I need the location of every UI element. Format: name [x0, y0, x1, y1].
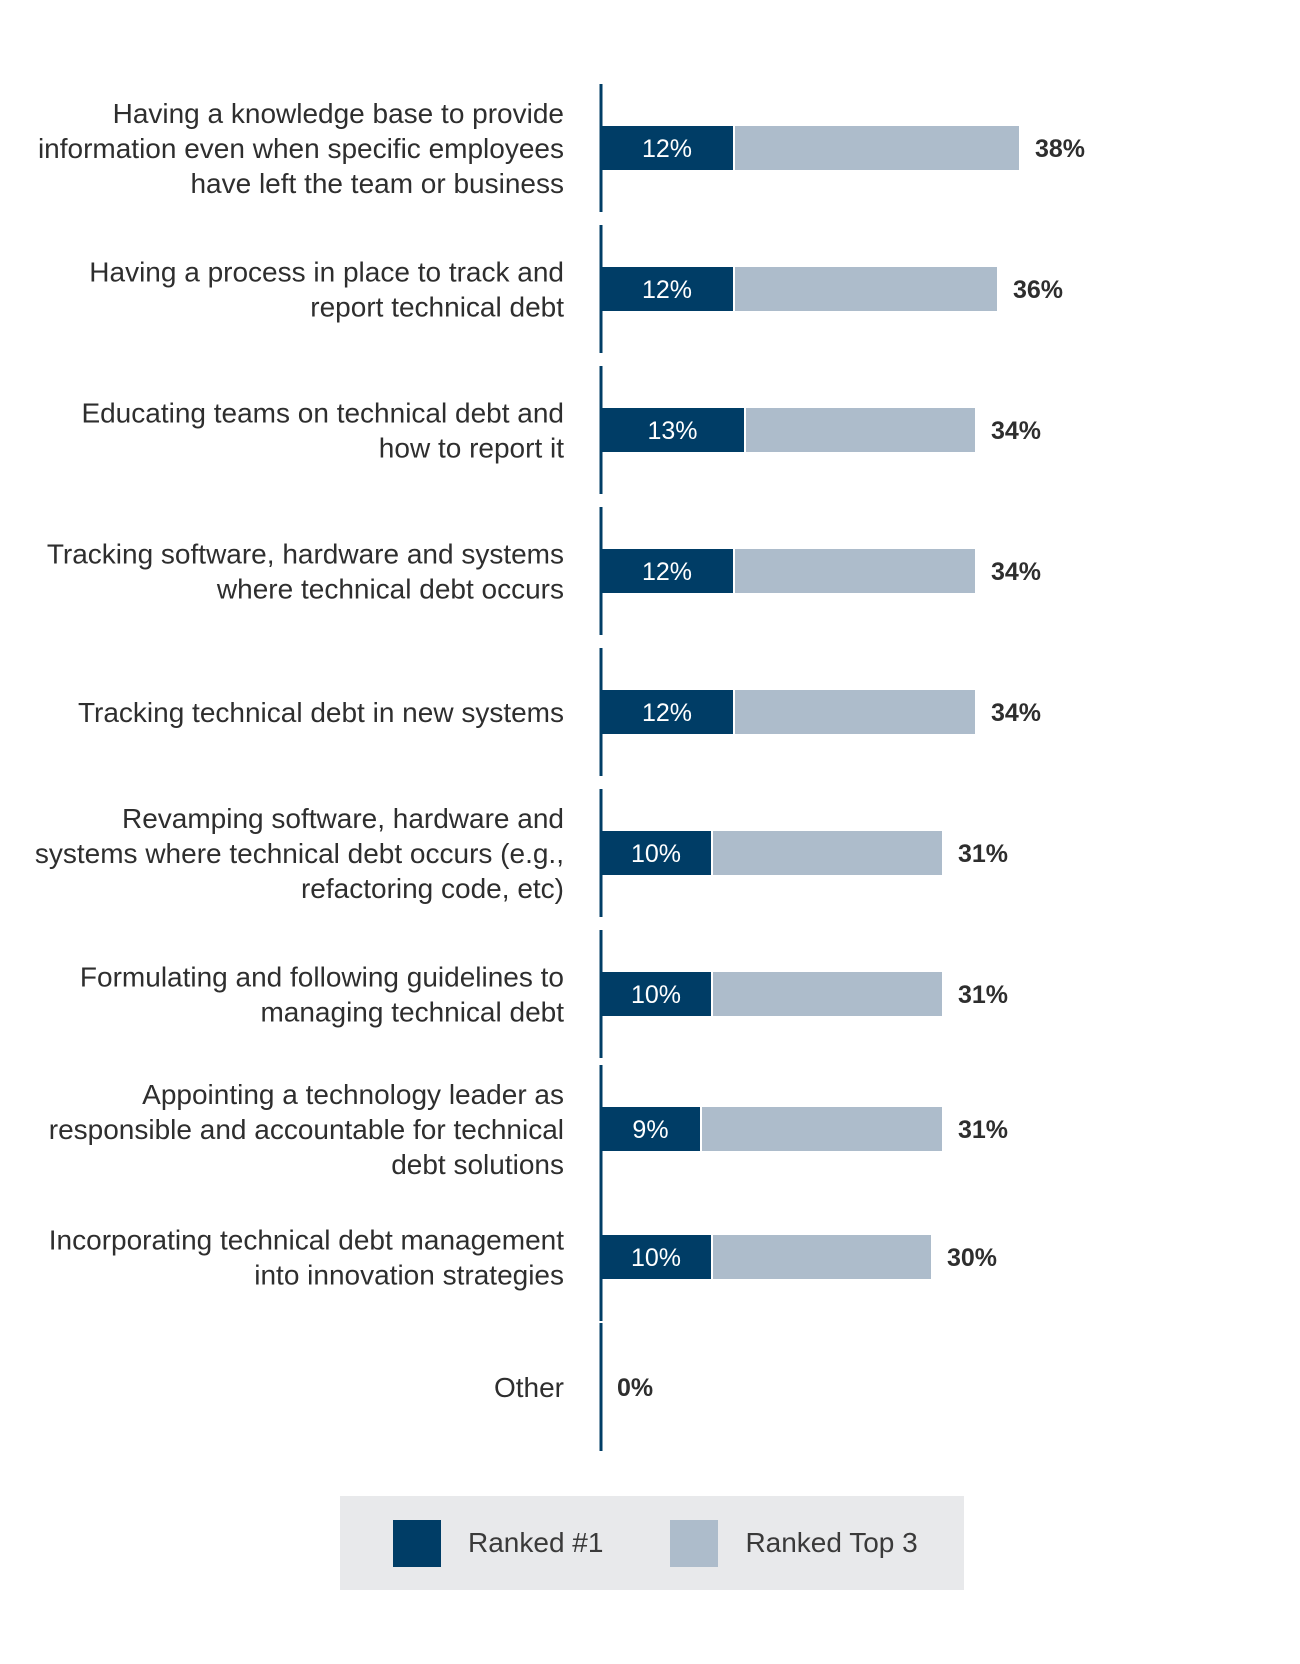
value-label-ranked-1: 10%	[631, 840, 681, 868]
legend-label-ranked-top-3: Ranked Top 3	[745, 1527, 918, 1558]
value-label-ranked-top-3: 30%	[947, 1244, 997, 1272]
legend-swatch-ranked-1	[393, 1519, 441, 1567]
category-label-line: systems where technical debt occurs (e.g…	[35, 838, 564, 869]
bar-chart: 12% 38% Having a knowledge base to provide…	[35, 84, 1085, 1451]
legend-item-ranked-top-3: Ranked Top 3	[670, 1519, 918, 1567]
category-label-line: Tracking software, hardware and systems	[47, 539, 564, 570]
category-label-line: Having a knowledge base to provide	[113, 98, 564, 129]
category-label-line: Incorporating technical debt management	[49, 1225, 564, 1256]
legend: Ranked #1 Ranked Top 3	[340, 1496, 964, 1590]
category-label-line: Educating teams on technical debt and	[81, 398, 564, 429]
bar-ranked-1	[601, 408, 744, 452]
bar-ranked-1	[601, 126, 733, 170]
category-label-line: refactoring code, etc)	[301, 873, 564, 904]
bar-ranked-1	[601, 972, 711, 1016]
value-label-ranked-top-3: 31%	[958, 840, 1008, 868]
bar-ranked-top-3	[735, 549, 975, 593]
value-label-ranked-top-3: 31%	[958, 1116, 1008, 1144]
bar-ranked-top-3	[735, 690, 975, 734]
category-label-incorporating-technical-debt-management: Incorporating technical debt management i…	[49, 1225, 564, 1291]
value-label-ranked-top-3: 34%	[991, 417, 1041, 445]
value-label-ranked-1: 10%	[631, 981, 681, 1009]
value-label-ranked-1: 9%	[632, 1116, 668, 1144]
bar-ranked-top-3	[735, 126, 1019, 170]
value-label-ranked-top-3: 0%	[617, 1374, 653, 1402]
value-label-ranked-1: 12%	[642, 135, 692, 163]
category-label-line: how to report it	[379, 433, 564, 464]
value-label-ranked-top-3: 34%	[991, 558, 1041, 586]
category-label-line: Appointing a technology leader as	[142, 1079, 564, 1110]
category-label-appointing-a-technology-leader-as: Appointing a technology leader as respons…	[49, 1079, 564, 1180]
category-label-line: responsible and accountable for technica…	[49, 1114, 564, 1145]
bar-ranked-1	[601, 831, 711, 875]
bar-ranked-1	[601, 549, 733, 593]
category-label-formulating-and-following-guidelines-to: Formulating and following guidelines to m…	[80, 962, 564, 1028]
category-label-other: Other	[494, 1372, 564, 1403]
category-label-tracking-software-hardware-and-systems: Tracking software, hardware and systems w…	[47, 539, 564, 605]
value-label-ranked-top-3: 31%	[958, 981, 1008, 1009]
bar-ranked-top-3	[702, 1107, 942, 1151]
value-label-ranked-1: 13%	[647, 417, 697, 445]
bar-ranked-top-3	[735, 267, 997, 311]
category-label-line: have left the team or business	[190, 168, 564, 199]
value-label-ranked-1: 12%	[642, 699, 692, 727]
bar-ranked-top-3	[713, 831, 942, 875]
bar-ranked-1	[601, 1107, 700, 1151]
category-label-revamping-software-hardware-and: Revamping software, hardware and systems …	[35, 803, 564, 904]
value-label-ranked-1: 12%	[642, 558, 692, 586]
category-label-educating-teams-on-technical-debt-and: Educating teams on technical debt and how…	[81, 398, 564, 464]
bar-ranked-top-3	[746, 408, 975, 452]
category-label-having-a-knowledge-base-to-provide: Having a knowledge base to provide inform…	[38, 98, 564, 199]
bar-ranked-top-3	[713, 972, 942, 1016]
bar-ranked-1	[601, 267, 733, 311]
category-label-line: Formulating and following guidelines to	[80, 962, 564, 993]
value-label-ranked-top-3: 34%	[991, 699, 1041, 727]
category-label-line: Revamping software, hardware and	[122, 803, 564, 834]
category-label-line: into innovation strategies	[254, 1260, 564, 1291]
bar-ranked-1	[601, 1235, 711, 1279]
category-label-tracking-technical-debt-in-new-systems: Tracking technical debt in new systems	[78, 697, 564, 728]
category-label-line: where technical debt occurs	[216, 574, 564, 605]
category-label-having-a-process-in-place-to-track-and: Having a process in place to track and re…	[89, 257, 564, 323]
value-label-ranked-1: 12%	[642, 276, 692, 304]
category-label-line: Having a process in place to track and	[89, 257, 564, 288]
value-label-ranked-1: 10%	[631, 1244, 681, 1272]
category-label-line: information even when specific employees	[38, 133, 564, 164]
category-label-line: managing technical debt	[260, 997, 564, 1028]
legend-label-ranked-1: Ranked #1	[468, 1527, 604, 1558]
category-label-line: Tracking technical debt in new systems	[78, 697, 564, 728]
legend-swatch-ranked-top-3	[670, 1519, 719, 1567]
bar-ranked-1	[601, 690, 733, 734]
category-label-line: report technical debt	[310, 292, 564, 323]
legend-item-ranked-1: Ranked #1	[393, 1519, 604, 1567]
category-label-line: debt solutions	[391, 1149, 564, 1180]
value-label-ranked-top-3: 38%	[1035, 135, 1085, 163]
category-label-line: Other	[494, 1372, 564, 1403]
bar-ranked-top-3	[713, 1235, 931, 1279]
value-label-ranked-top-3: 36%	[1013, 276, 1063, 304]
